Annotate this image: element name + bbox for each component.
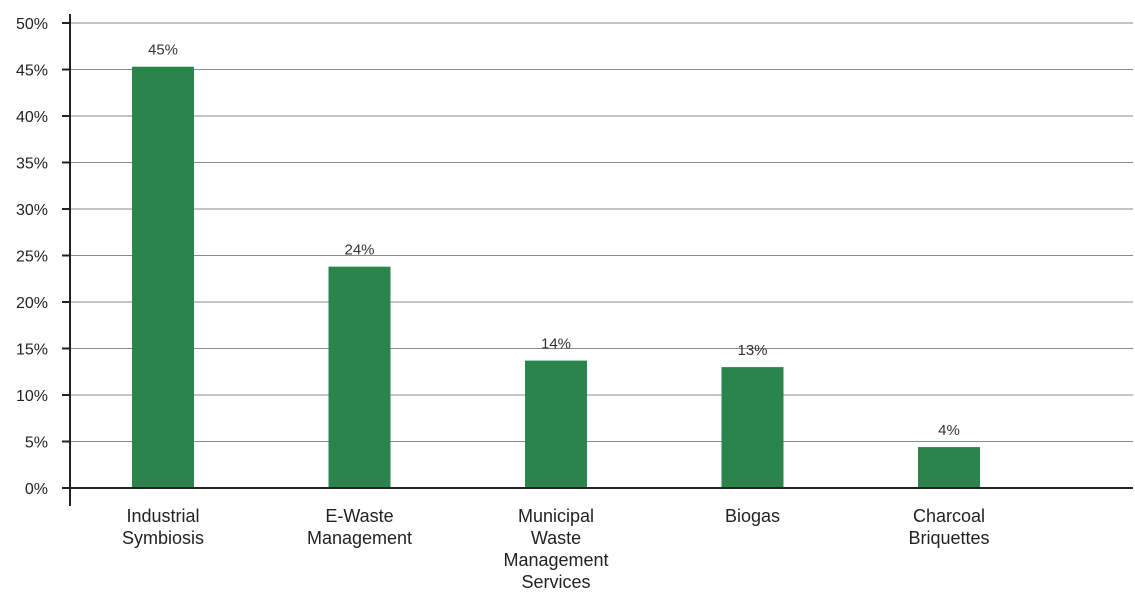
- y-tick-label: 5%: [25, 435, 48, 452]
- x-tick-label-line: Briquettes: [908, 528, 989, 548]
- y-tick-label: 45%: [16, 63, 48, 80]
- x-tick-label: Biogas: [725, 506, 780, 526]
- y-tick-label: 50%: [16, 16, 48, 33]
- gridlines: [70, 22, 1133, 442]
- data-label: 14%: [541, 336, 571, 353]
- y-tick-label: 15%: [16, 342, 48, 359]
- x-tick-label: Industrial Symbiosis: [122, 506, 204, 548]
- data-label: 24%: [344, 242, 374, 259]
- bar-2: [525, 360, 587, 488]
- x-tick-label-line: Biogas: [725, 506, 780, 526]
- axes: [62, 14, 1133, 506]
- bar-4: [918, 447, 980, 488]
- bar-1: [328, 266, 391, 488]
- x-tick-label-line: Management: [307, 528, 412, 548]
- bar-3: [721, 367, 784, 488]
- y-tick-label: 10%: [16, 388, 48, 405]
- labels: 0% 5% 10% 15% 20% 25% 30% 35% 40% 45% 50% 45% Indust…: [16, 16, 990, 592]
- x-tick-label-line: Management: [503, 550, 608, 570]
- x-tick-label: Charcoal Briquettes: [908, 506, 989, 548]
- bar-0: [132, 66, 194, 489]
- y-tick-label: 0%: [25, 481, 48, 498]
- x-tick-label: E-Waste Management: [307, 506, 412, 548]
- y-tick-label: 40%: [16, 109, 48, 126]
- data-label: 13%: [737, 342, 767, 359]
- bars: [132, 66, 980, 489]
- x-tick-label: Municipal Waste Management Services: [503, 506, 608, 592]
- data-label: 4%: [938, 422, 960, 439]
- y-tick-label: 30%: [16, 202, 48, 219]
- data-label: 45%: [148, 42, 178, 59]
- x-tick-label-line: Symbiosis: [122, 528, 204, 548]
- x-tick-label-line: Municipal: [518, 506, 594, 526]
- y-tick-label: 35%: [16, 156, 48, 173]
- x-tick-label-line: Waste: [531, 528, 581, 548]
- x-tick-label-line: Industrial: [126, 506, 199, 526]
- y-tick-label: 25%: [16, 249, 48, 266]
- x-tick-label-line: E-Waste: [325, 506, 393, 526]
- x-tick-label-line: Services: [521, 572, 590, 592]
- x-tick-label-line: Charcoal: [913, 506, 985, 526]
- y-tick-label: 20%: [16, 295, 48, 312]
